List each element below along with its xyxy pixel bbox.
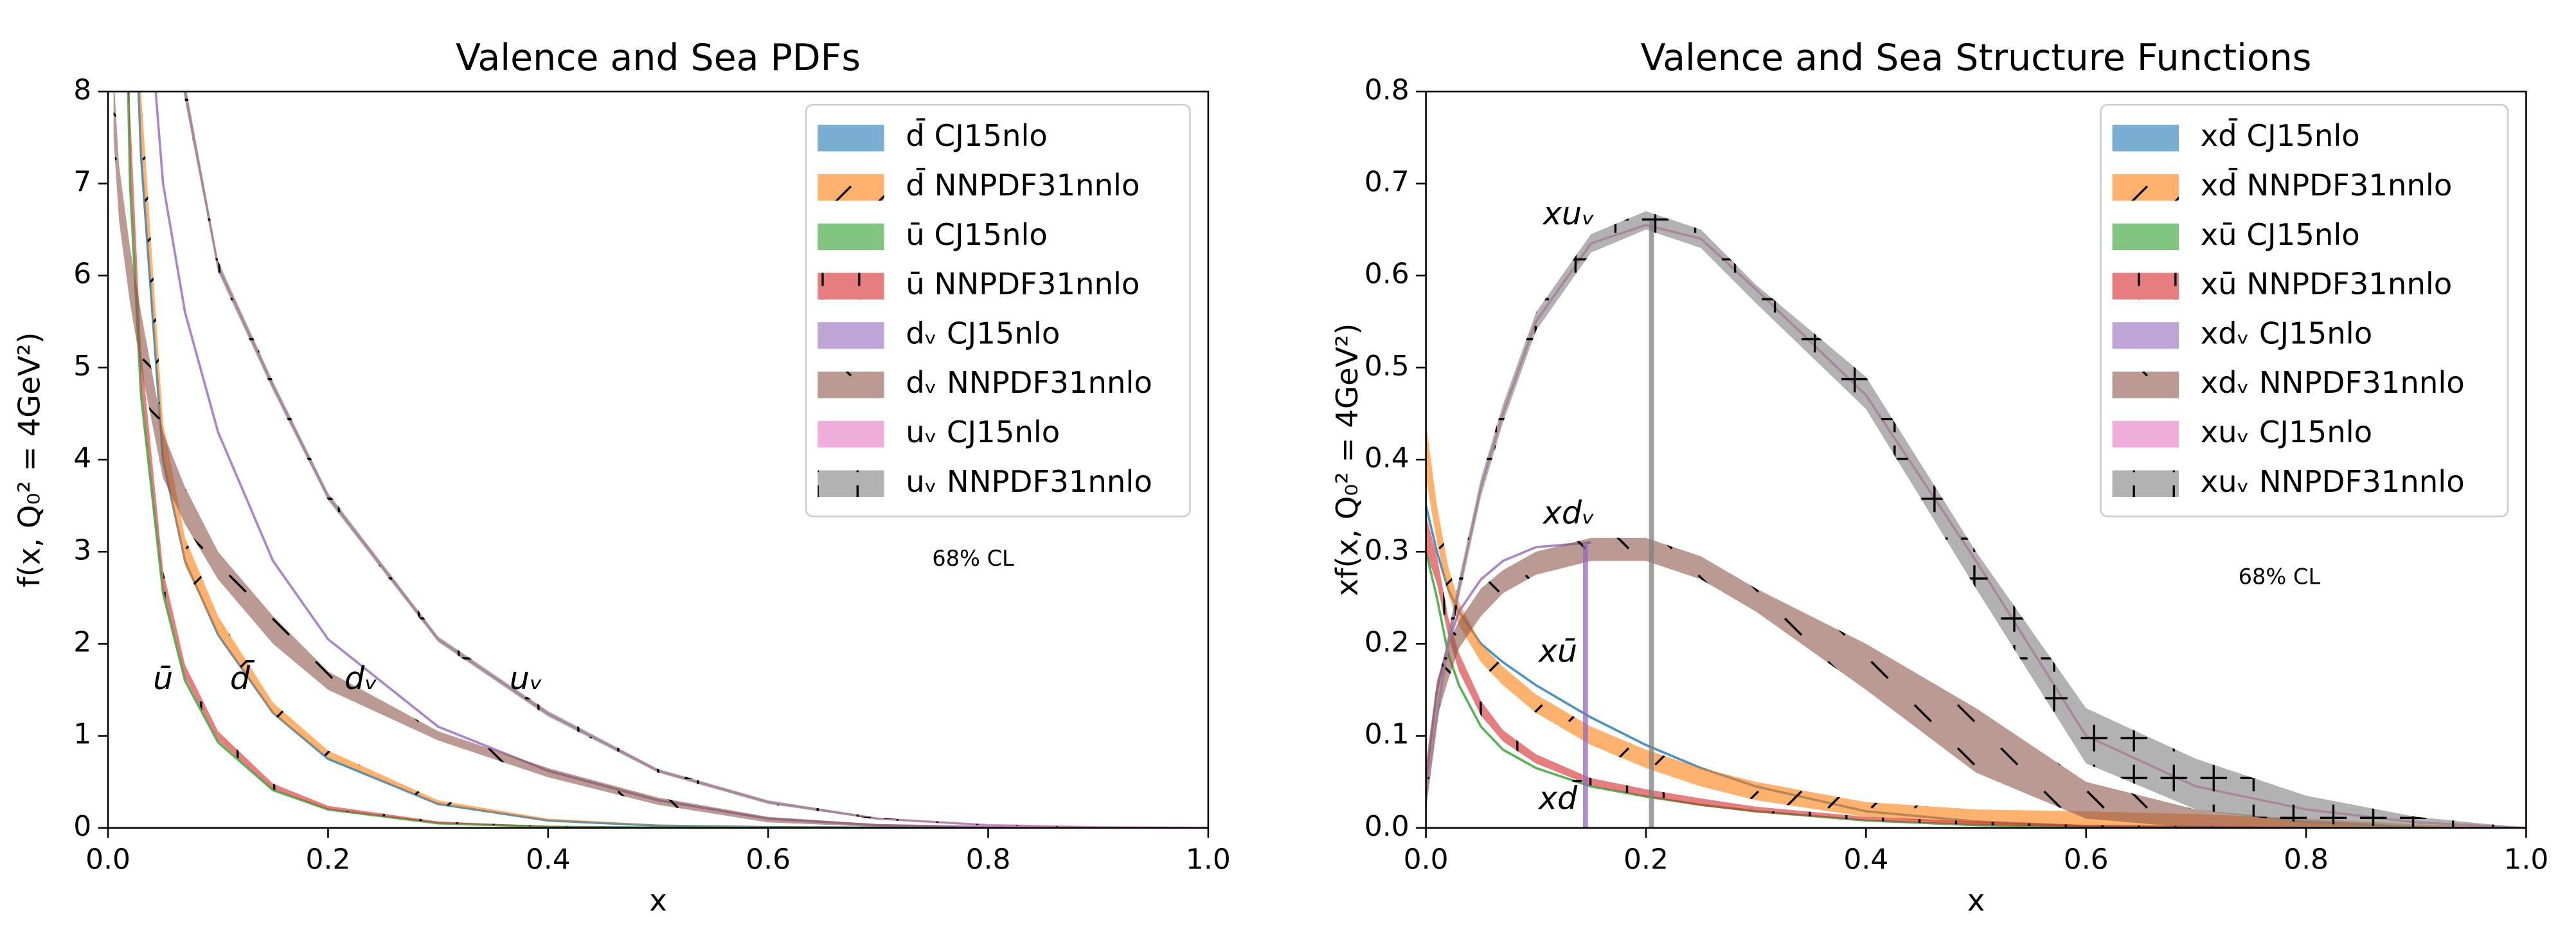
legend-label: xd̄ NNPDF31nnlo <box>2201 168 2453 203</box>
legend-label: dᵥ CJ15nlo <box>906 316 1060 350</box>
y-tick-label: 4 <box>73 442 91 474</box>
legend-label: xuᵥ CJ15nlo <box>2201 415 2373 449</box>
x-axis-label: x <box>1967 883 1985 918</box>
x-tick-label: 0.4 <box>526 843 571 876</box>
legend-note: 68% CL <box>932 546 1014 571</box>
y-tick-label: 2 <box>73 626 91 658</box>
y-tick-label: 0.8 <box>1364 73 1409 106</box>
y-tick-label: 8 <box>73 73 91 106</box>
chart-title: Valence and Sea PDFs <box>456 37 861 79</box>
x-tick-label: 1.0 <box>1186 843 1231 876</box>
legend-swatch <box>818 420 884 448</box>
y-tick-label: 7 <box>73 166 91 199</box>
band-hatch <box>129 91 1208 828</box>
legend-frame <box>2100 104 2509 518</box>
legend-frame <box>805 104 1191 518</box>
y-tick-label: 5 <box>73 350 91 382</box>
legend-swatch <box>818 125 884 152</box>
legend-hatch <box>2112 273 2179 300</box>
x-tick-label: 0.6 <box>746 843 791 876</box>
legend-label: ū NNPDF31nnlo <box>906 267 1140 302</box>
legend-label: xū CJ15nlo <box>2201 217 2360 252</box>
x-axis-label: x <box>649 883 667 918</box>
y-tick-label: 0.0 <box>1364 810 1409 843</box>
legend-label: xdᵥ NNPDF31nnlo <box>2201 365 2465 400</box>
legend-hatch <box>818 372 884 399</box>
axes-frame <box>107 91 1210 829</box>
x-tick-label: 0.0 <box>85 843 130 876</box>
annotation: ū <box>153 660 173 697</box>
legend-label: ū CJ15nlo <box>906 217 1048 252</box>
x-tick-label: 0.2 <box>305 843 350 876</box>
annotation: xuᵥ <box>1542 195 1595 232</box>
y-axis-label: f(x, Q₀² = 4GeV²) <box>12 332 47 588</box>
legend-label: d̄ NNPDF31nnlo <box>906 168 1140 203</box>
legend-hatch <box>2112 372 2179 399</box>
annotation: xd̄ <box>1537 779 1582 816</box>
chart-title: Valence and Sea Structure Functions <box>1641 37 2312 79</box>
x-tick-label: 0.6 <box>2064 843 2109 876</box>
annotation: dᵥ <box>344 660 378 697</box>
axes-frame <box>1425 91 2527 829</box>
x-tick-label: 0.4 <box>1843 843 1888 876</box>
x-tick-label: 0.0 <box>1404 843 1449 876</box>
x-tick-label: 1.0 <box>2503 843 2548 876</box>
legend-swatch <box>818 223 884 251</box>
y-tick-label: 0.7 <box>1364 166 1409 199</box>
legend-swatch <box>2112 125 2179 152</box>
y-axis-label: xf(x, Q₀² = 4GeV²) <box>1330 323 1364 597</box>
legend-label: uᵥ CJ15nlo <box>906 415 1060 449</box>
legend-swatch <box>2112 322 2179 349</box>
legend-label: uᵥ NNPDF31nnlo <box>906 464 1152 499</box>
legend-label: xdᵥ CJ15nlo <box>2201 316 2373 350</box>
legend-hatch <box>818 273 884 300</box>
legend-hatch <box>2112 174 2179 201</box>
y-tick-label: 0.5 <box>1364 350 1409 382</box>
annotation: xū <box>1537 632 1577 669</box>
legend-label: d̄ CJ15nlo <box>906 118 1048 153</box>
legend-label: xū NNPDF31nnlo <box>2201 267 2453 302</box>
legend-hatch <box>818 470 884 497</box>
y-tick-label: 1 <box>73 718 91 751</box>
band-hatch <box>1426 537 2527 828</box>
y-tick-label: 0.2 <box>1364 626 1409 658</box>
y-tick-label: 0 <box>73 810 91 843</box>
line <box>1426 551 2527 828</box>
legend-swatch <box>2112 420 2179 448</box>
legend-hatch <box>818 174 884 201</box>
annotation: xdᵥ <box>1542 494 1595 531</box>
legend-label: dᵥ NNPDF31nnlo <box>906 365 1152 400</box>
legend-note: 68% CL <box>2239 564 2321 589</box>
y-tick-label: 0.4 <box>1364 442 1409 474</box>
legend-swatch <box>2112 223 2179 251</box>
y-tick-label: 0.1 <box>1364 718 1409 751</box>
y-tick-label: 0.3 <box>1364 534 1409 566</box>
legend-label: xd̄ CJ15nlo <box>2201 118 2360 153</box>
x-tick-label: 0.8 <box>966 843 1011 876</box>
x-tick-label: 0.2 <box>1623 843 1668 876</box>
plot-area <box>1426 211 2527 828</box>
legend-hatch <box>2112 470 2179 497</box>
x-tick-label: 0.8 <box>2284 843 2329 876</box>
legend-swatch <box>818 322 884 349</box>
y-tick-label: 3 <box>73 534 91 566</box>
y-tick-label: 6 <box>73 258 91 291</box>
annotation: uᵥ <box>510 660 543 697</box>
legend-label: xuᵥ NNPDF31nnlo <box>2201 464 2465 499</box>
y-tick-label: 0.6 <box>1364 258 1409 291</box>
